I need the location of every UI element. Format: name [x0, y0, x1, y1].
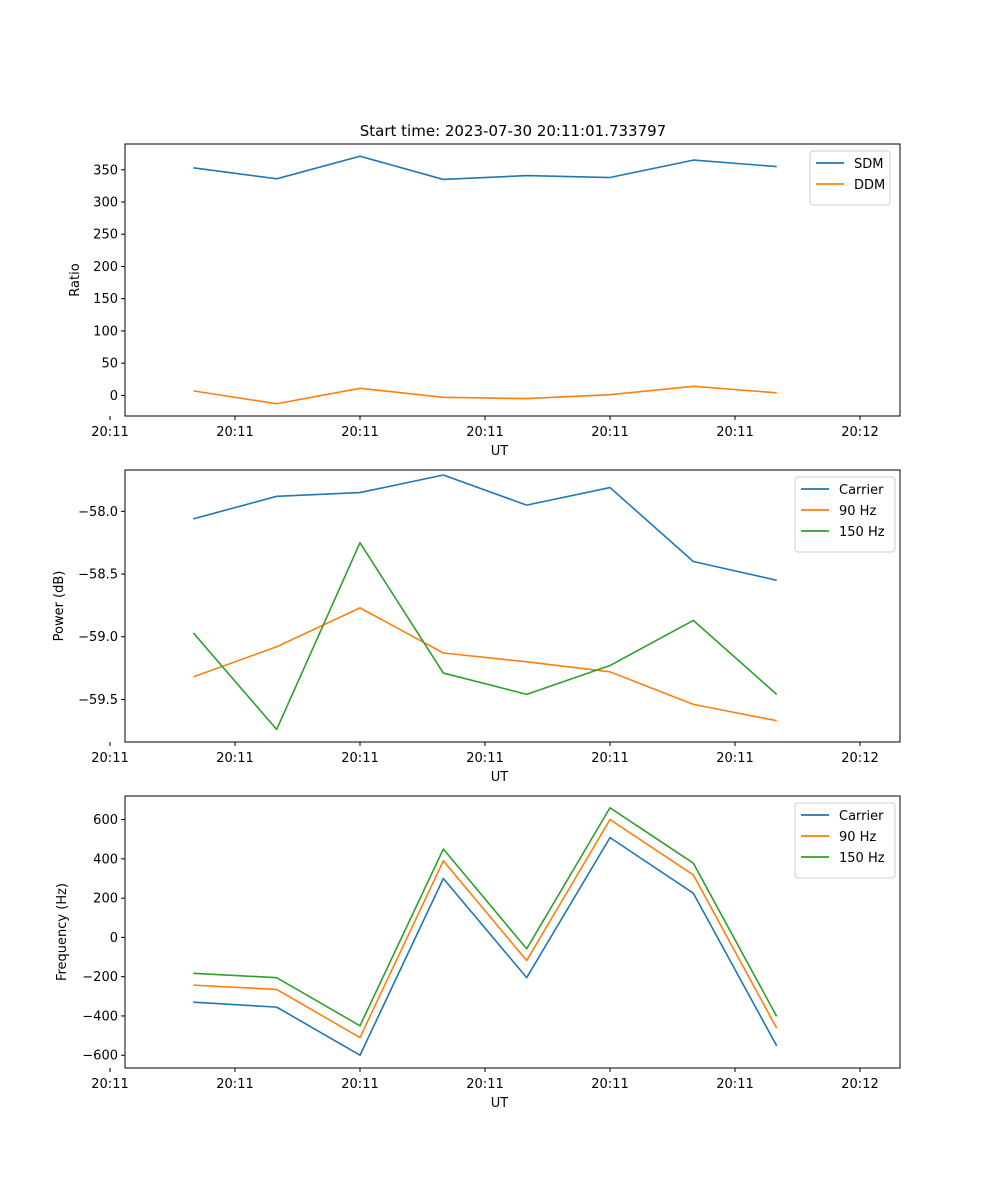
legend-label: 150 Hz	[839, 525, 885, 540]
x-tick-label: 20:11	[341, 425, 378, 440]
legend-box	[809, 150, 891, 206]
x-tick-label: 20:11	[91, 751, 128, 766]
legend-label: Carrier	[839, 809, 884, 824]
series-line-90-hz	[193, 818, 778, 1039]
y-tick-label: −200	[82, 970, 118, 985]
series-line-sdm	[193, 155, 777, 181]
y-tick-label: 600	[93, 813, 118, 828]
y-tick-label: 150	[93, 292, 118, 307]
x-tick-label: 20:12	[841, 1077, 878, 1092]
y-tick-label: 400	[93, 852, 118, 867]
x-tick-label: 20:11	[91, 1077, 128, 1092]
x-axis-label: UT	[491, 1096, 509, 1111]
x-tick-label: 20:11	[466, 425, 503, 440]
legend-label: SDM	[854, 157, 883, 172]
series-line-150-hz	[192, 541, 778, 731]
axes-frame	[124, 143, 901, 417]
y-tick-label: 50	[101, 357, 118, 372]
y-tick-label: 300	[93, 196, 118, 211]
series-line-150-hz	[193, 806, 778, 1027]
x-tick-label: 20:11	[716, 751, 753, 766]
x-tick-label: 20:11	[591, 751, 628, 766]
y-tick-label: −58.0	[78, 505, 118, 520]
x-tick-label: 20:11	[216, 1077, 253, 1092]
y-tick-label: 250	[93, 228, 118, 243]
y-tick-label: −59.5	[78, 693, 118, 708]
x-tick-label: 20:12	[841, 751, 878, 766]
legend-label: DDM	[854, 178, 885, 193]
x-tick-label: 20:12	[841, 425, 878, 440]
series-line-ddm	[193, 385, 777, 405]
y-tick-label: −59.0	[78, 630, 118, 645]
x-tick-label: 20:11	[591, 1077, 628, 1092]
y-tick-label: −400	[82, 1009, 118, 1024]
x-tick-label: 20:11	[91, 425, 128, 440]
y-tick-label: 0	[110, 931, 118, 946]
subplot-1: 20:11 20:11 20:11 20:11 20:11 20:11 20:12 0 50 10…	[68, 143, 901, 459]
subplot-2: 20:11 20:11 20:11 20:11 20:11 20:11 20:12 −59.5…	[52, 469, 901, 785]
x-tick-label: 20:11	[466, 1077, 503, 1092]
y-axis-label: Ratio	[68, 263, 83, 296]
legend-box	[794, 476, 896, 553]
x-tick-label: 20:11	[216, 425, 253, 440]
y-tick-label: 200	[93, 260, 118, 275]
x-axis-label: UT	[491, 444, 509, 459]
series-line-carrier	[193, 836, 778, 1057]
y-axis-label: Frequency (Hz)	[55, 883, 70, 981]
legend-label: 90 Hz	[839, 830, 876, 845]
y-tick-label: 350	[93, 163, 118, 178]
x-tick-label: 20:11	[341, 751, 378, 766]
y-tick-label: 0	[110, 389, 118, 404]
x-tick-label: 20:11	[716, 1077, 753, 1092]
legend-label: 150 Hz	[839, 851, 885, 866]
x-tick-label: 20:11	[466, 751, 503, 766]
y-tick-label: 200	[93, 892, 118, 907]
legend-label: 90 Hz	[839, 504, 876, 519]
x-tick-label: 20:11	[341, 1077, 378, 1092]
series-line-90-hz	[193, 607, 777, 722]
y-axis-label: Power (dB)	[52, 571, 67, 642]
x-tick-label: 20:11	[591, 425, 628, 440]
x-tick-label: 20:11	[216, 751, 253, 766]
x-tick-label: 20:11	[716, 425, 753, 440]
legend-box	[794, 802, 896, 879]
x-axis-label: UT	[491, 770, 509, 785]
y-tick-label: −58.5	[78, 568, 118, 583]
y-tick-label: −600	[82, 1049, 118, 1064]
legend-label: Carrier	[839, 483, 884, 498]
figure-title: Start time: 2023-07-30 20:11:01.733797	[360, 122, 666, 140]
subplot-3: 20:11 20:11 20:11 20:11 20:11 20:11 20:12 −600 −…	[55, 795, 901, 1111]
series-line-carrier	[193, 474, 777, 582]
plots-container: 20:11 20:11 20:11 20:11 20:11 20:11 20:12 0 50 10…	[52, 143, 901, 1111]
y-tick-label: 100	[93, 324, 118, 339]
axes-frame	[124, 795, 901, 1069]
axes-frame	[124, 469, 901, 743]
